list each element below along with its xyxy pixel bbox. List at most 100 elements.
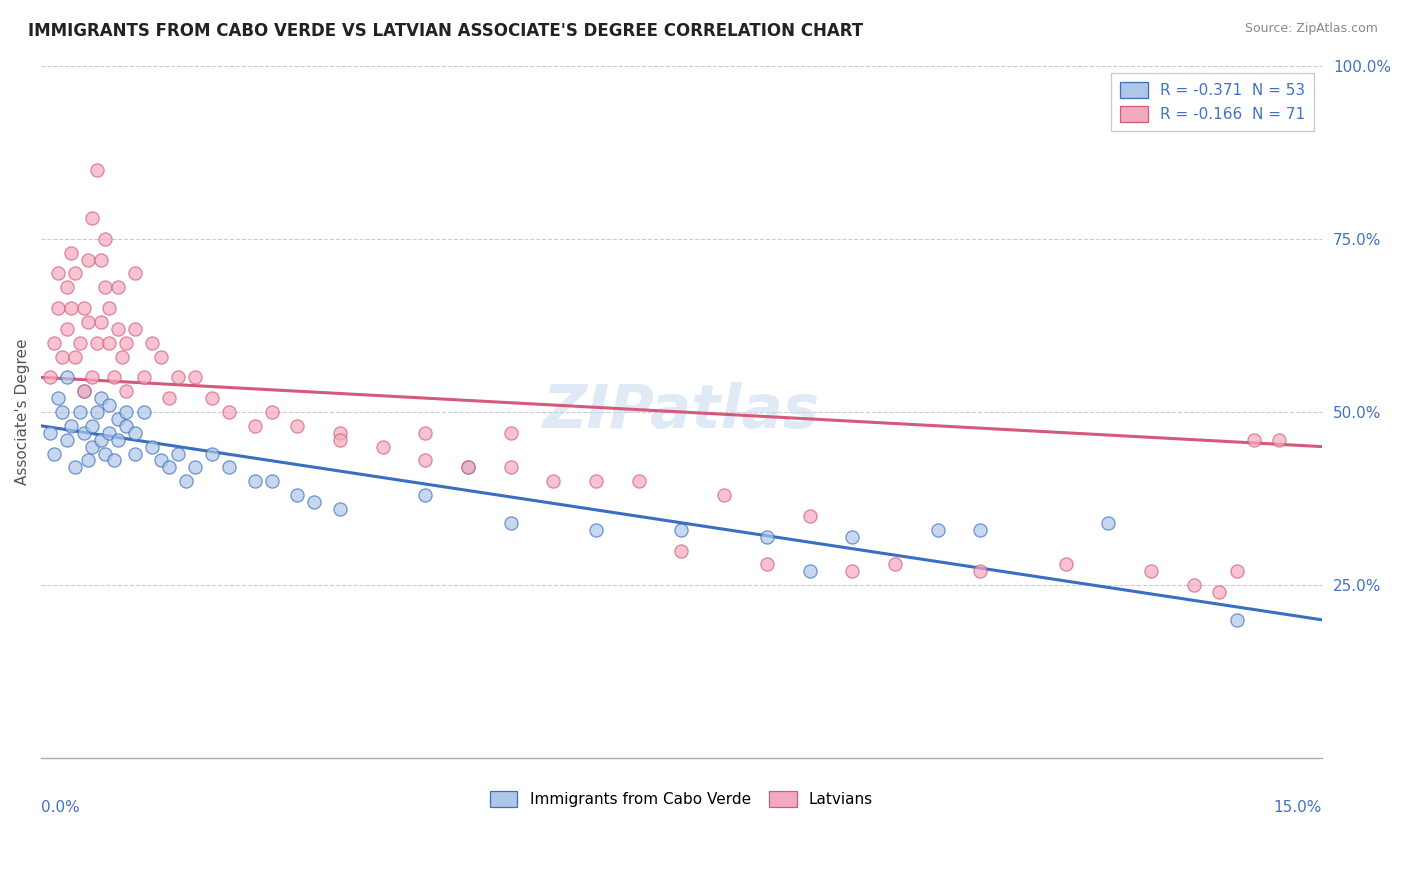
Point xyxy=(107,322,129,336)
Point xyxy=(115,384,138,399)
Point xyxy=(103,453,125,467)
Point xyxy=(46,391,69,405)
Point xyxy=(132,405,155,419)
Point xyxy=(82,370,104,384)
Point xyxy=(1208,585,1230,599)
Point xyxy=(59,245,82,260)
Point xyxy=(65,350,87,364)
Point xyxy=(627,475,650,489)
Point xyxy=(90,391,112,405)
Point xyxy=(73,384,96,399)
Point xyxy=(82,211,104,225)
Point xyxy=(457,460,479,475)
Point xyxy=(94,232,117,246)
Point xyxy=(103,370,125,384)
Point xyxy=(132,370,155,384)
Point xyxy=(585,475,607,489)
Point xyxy=(457,460,479,475)
Y-axis label: Associate's Degree: Associate's Degree xyxy=(15,339,30,485)
Point xyxy=(86,335,108,350)
Point xyxy=(1268,433,1291,447)
Point xyxy=(166,370,188,384)
Point xyxy=(799,508,821,523)
Point xyxy=(1140,564,1163,578)
Point xyxy=(499,425,522,440)
Point xyxy=(77,315,100,329)
Point xyxy=(166,446,188,460)
Point xyxy=(98,425,121,440)
Point xyxy=(82,440,104,454)
Point xyxy=(149,453,172,467)
Point xyxy=(38,425,60,440)
Point xyxy=(671,543,693,558)
Point xyxy=(499,460,522,475)
Point xyxy=(86,405,108,419)
Legend: R = -0.371  N = 53, R = -0.166  N = 71: R = -0.371 N = 53, R = -0.166 N = 71 xyxy=(1111,73,1315,131)
Point xyxy=(115,405,138,419)
Point xyxy=(157,391,180,405)
Point xyxy=(107,412,129,426)
Point xyxy=(218,460,240,475)
Point xyxy=(149,350,172,364)
Text: 0.0%: 0.0% xyxy=(41,800,80,815)
Point xyxy=(969,564,991,578)
Point xyxy=(841,564,863,578)
Point xyxy=(329,425,352,440)
Point xyxy=(90,315,112,329)
Point xyxy=(141,440,163,454)
Point xyxy=(1182,578,1205,592)
Point xyxy=(107,280,129,294)
Point xyxy=(243,418,266,433)
Point xyxy=(94,446,117,460)
Point xyxy=(157,460,180,475)
Point xyxy=(371,440,394,454)
Point xyxy=(90,252,112,267)
Point xyxy=(671,523,693,537)
Point xyxy=(329,502,352,516)
Text: ZIPatlas: ZIPatlas xyxy=(543,383,820,442)
Point xyxy=(65,460,87,475)
Point xyxy=(174,475,197,489)
Point xyxy=(201,446,224,460)
Point xyxy=(243,475,266,489)
Text: Source: ZipAtlas.com: Source: ZipAtlas.com xyxy=(1244,22,1378,36)
Point xyxy=(415,488,437,502)
Point xyxy=(585,523,607,537)
Point xyxy=(69,335,91,350)
Point xyxy=(713,488,735,502)
Point xyxy=(98,398,121,412)
Point xyxy=(755,558,778,572)
Point xyxy=(184,460,207,475)
Point xyxy=(46,267,69,281)
Point xyxy=(69,405,91,419)
Point xyxy=(1225,93,1247,107)
Point xyxy=(94,280,117,294)
Point xyxy=(86,162,108,177)
Point xyxy=(124,446,146,460)
Point xyxy=(755,530,778,544)
Point xyxy=(51,350,73,364)
Point xyxy=(1054,558,1077,572)
Point xyxy=(499,516,522,530)
Point xyxy=(98,335,121,350)
Point xyxy=(884,558,907,572)
Point xyxy=(415,425,437,440)
Point xyxy=(42,446,65,460)
Point xyxy=(51,405,73,419)
Point xyxy=(107,433,129,447)
Point xyxy=(59,418,82,433)
Point xyxy=(1225,564,1247,578)
Point xyxy=(65,267,87,281)
Point xyxy=(184,370,207,384)
Point xyxy=(115,418,138,433)
Point xyxy=(98,301,121,315)
Point xyxy=(111,350,134,364)
Point xyxy=(73,301,96,315)
Point xyxy=(55,322,77,336)
Point xyxy=(260,475,283,489)
Point xyxy=(141,335,163,350)
Point xyxy=(46,301,69,315)
Point xyxy=(77,252,100,267)
Point xyxy=(201,391,224,405)
Point xyxy=(969,523,991,537)
